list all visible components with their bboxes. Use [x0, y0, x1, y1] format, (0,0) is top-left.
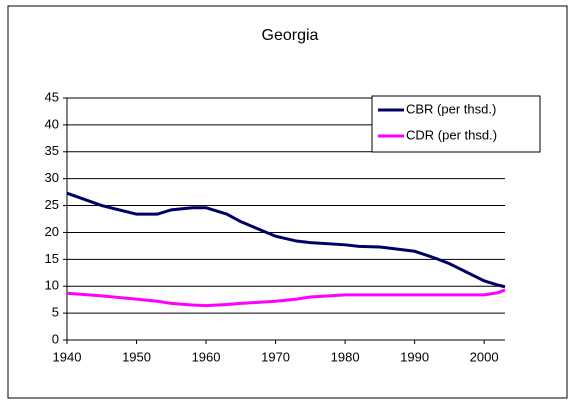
x-tick-label: 1940: [53, 349, 82, 364]
x-tick-label: 2000: [470, 349, 499, 364]
legend-label: CDR (per thsd.): [406, 127, 497, 142]
data-line: [66, 288, 506, 308]
y-tick-label: 30: [45, 170, 59, 185]
legend-box: [371, 95, 541, 153]
y-tick-label: 0: [52, 331, 59, 346]
x-tick-label: 1990: [400, 349, 429, 364]
x-tick-label: 1980: [331, 349, 360, 364]
x-tick-label: 1970: [261, 349, 290, 364]
chart-border: [7, 5, 568, 399]
y-tick-label: 10: [45, 278, 59, 293]
y-tick-label: 45: [45, 89, 59, 104]
y-tick-label: 5: [52, 305, 59, 320]
chart-title: Georgia: [262, 27, 319, 44]
y-tick-label: 15: [45, 251, 59, 266]
y-tick-label: 20: [45, 224, 59, 239]
data-line: [66, 191, 506, 289]
y-tick-label: 25: [45, 197, 59, 212]
legend-label: CBR (per thsd.): [406, 101, 496, 116]
x-tick-label: 1960: [192, 349, 221, 364]
x-tick-label: 1950: [122, 349, 151, 364]
y-tick-label: 35: [45, 143, 59, 158]
y-tick-label: 40: [45, 116, 59, 131]
